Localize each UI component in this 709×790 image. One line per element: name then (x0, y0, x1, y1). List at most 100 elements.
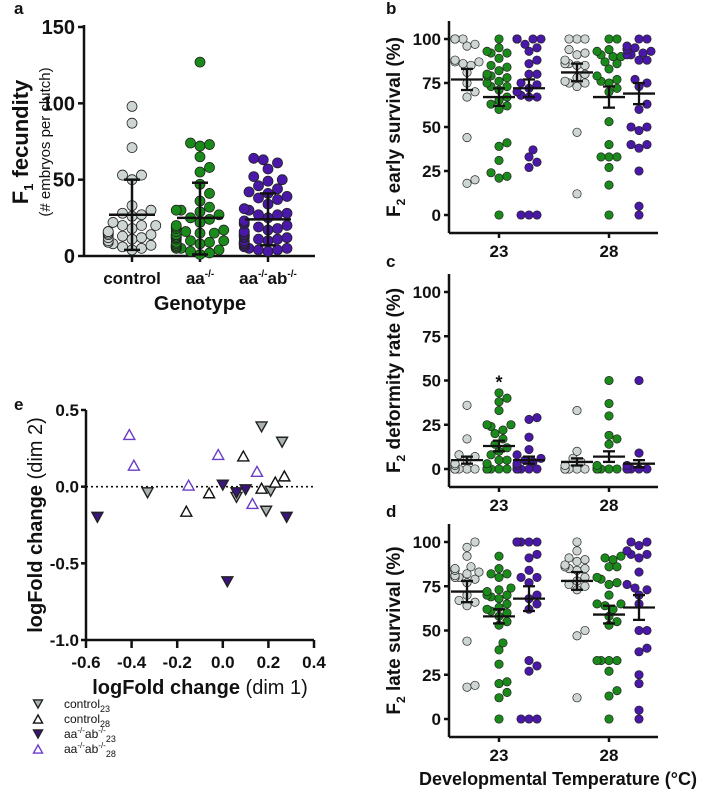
x-axis-title: logFold change (dim 1) (92, 677, 308, 699)
data-point (494, 645, 504, 655)
up-triangle-marker (254, 481, 269, 494)
data-point (580, 625, 590, 636)
y-tick-label: 0.0 (55, 478, 79, 497)
data-point (281, 191, 293, 202)
data-point (634, 553, 644, 563)
data-point (470, 87, 480, 97)
data-point (117, 169, 128, 181)
data-point (532, 661, 542, 671)
data-point (524, 656, 534, 666)
data-point (532, 157, 542, 167)
data-point (572, 50, 582, 60)
data-point (532, 69, 542, 79)
data-point (494, 659, 504, 669)
data-point (502, 81, 512, 92)
data-point (281, 242, 293, 254)
y-tick-label: 75 (422, 327, 441, 346)
data-point (150, 220, 162, 231)
data-point (604, 430, 614, 440)
data-point (494, 388, 504, 398)
data-point (634, 714, 644, 724)
data-point (592, 656, 602, 666)
data-point (482, 459, 492, 469)
legend-label: control23 (64, 697, 110, 714)
data-point (482, 587, 492, 597)
data-point (524, 210, 534, 220)
data-point (634, 670, 644, 680)
data-point (502, 617, 512, 627)
legend-marker-icon (32, 743, 44, 754)
data-point (634, 166, 644, 176)
data-point (494, 210, 504, 220)
data-point (634, 567, 644, 577)
data-point (572, 537, 582, 547)
data-point (612, 686, 622, 696)
data-point (470, 464, 480, 474)
x-tick-label: 23 (490, 496, 509, 515)
data-point (604, 162, 614, 173)
data-point (180, 226, 192, 237)
data-point (604, 152, 614, 162)
data-point (204, 162, 215, 173)
x-tick-label: 28 (600, 746, 619, 765)
data-point (592, 460, 602, 471)
data-point (642, 55, 652, 65)
down-triangle-marker (275, 436, 289, 449)
data-point (170, 220, 182, 231)
data-point (612, 562, 622, 572)
data-point (262, 163, 274, 175)
y-tick-label: -0.5 (50, 554, 79, 573)
data-point (524, 69, 534, 79)
data-point (494, 66, 504, 76)
up-triangle-marker (127, 458, 141, 471)
data-point (604, 656, 614, 666)
y-tick-label: 50 (422, 622, 441, 641)
data-point (572, 693, 582, 703)
data-point (204, 139, 215, 150)
down-triangle-marker (238, 484, 253, 497)
data-point (253, 180, 264, 192)
data-point (572, 556, 582, 567)
data-point (170, 204, 182, 216)
y-tick-label: 50 (53, 170, 75, 192)
data-point (528, 145, 538, 155)
data-point (502, 48, 512, 58)
data-point (592, 71, 602, 81)
x-category-label: aa-/-ab-/- (239, 269, 297, 288)
data-point (502, 62, 512, 72)
y-tick-label: 25 (422, 666, 441, 685)
down-triangle-marker (90, 511, 105, 524)
y-tick-label: 50 (422, 118, 441, 137)
data-point (486, 99, 496, 109)
y-tick-label: 0 (432, 206, 441, 225)
data-point (536, 34, 546, 44)
data-point (281, 220, 293, 231)
data-point (532, 549, 542, 559)
data-point (564, 45, 574, 55)
data-point (634, 448, 644, 458)
data-point (281, 232, 293, 244)
down-triangle-marker (279, 511, 294, 524)
data-point (470, 537, 480, 547)
data-point (622, 579, 632, 590)
data-point (564, 553, 574, 563)
data-point (272, 194, 283, 205)
data-point (136, 232, 147, 244)
x-tick-label: 28 (600, 242, 619, 261)
down-triangle-marker (254, 421, 269, 434)
data-point (604, 64, 614, 74)
data-point (634, 210, 644, 220)
x-axis-title: Genotype (154, 293, 246, 315)
down-triangle-marker (140, 487, 155, 500)
panel-b: b 0 25 50 75 100 23 28 F2 early survival (%) (384, 0, 658, 261)
data-point (272, 183, 283, 195)
data-point (253, 221, 264, 233)
data-point (502, 171, 512, 181)
panel-c: c 0 25 50 75 100 23 28 F2 deformity rate (%) * (384, 252, 658, 515)
data-point (474, 567, 484, 577)
data-point (494, 585, 504, 595)
down-triangle-marker (229, 487, 244, 500)
data-point (634, 625, 644, 636)
data-point (257, 154, 269, 166)
data-point (612, 617, 622, 627)
